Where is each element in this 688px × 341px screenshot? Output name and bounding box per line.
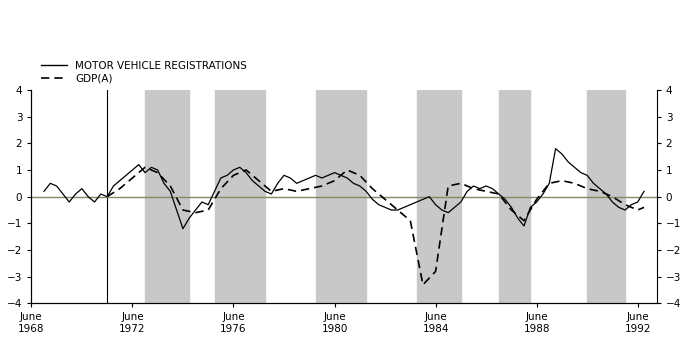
Bar <box>215 90 265 303</box>
Bar <box>417 90 461 303</box>
Bar <box>499 90 530 303</box>
Bar <box>587 90 625 303</box>
Legend: MOTOR VEHICLE REGISTRATIONS, GDP(A): MOTOR VEHICLE REGISTRATIONS, GDP(A) <box>36 57 251 88</box>
Bar <box>316 90 366 303</box>
Bar <box>145 90 189 303</box>
